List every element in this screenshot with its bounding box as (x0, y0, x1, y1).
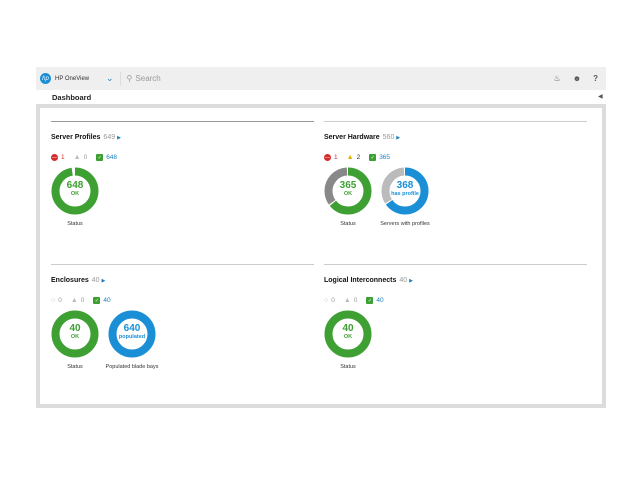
warning-icon: ▲ (70, 297, 78, 304)
donut-sublabel: OK (70, 334, 80, 340)
page-title: Dashboard (52, 93, 92, 102)
ok-check-icon: ✓ (369, 154, 377, 161)
status-warning[interactable]: ▲ 0 (343, 297, 358, 304)
donut-segment (51, 310, 99, 358)
panel-title[interactable]: Logical Interconnects (324, 277, 397, 284)
donut-value: 368 (396, 180, 414, 191)
panel-logical-interconnects: Logical Interconnects 40 ▶ ○ 0 ▲ 0 ✓ 40 40 OK… (324, 264, 587, 394)
user-icon[interactable]: ☻ (572, 74, 582, 83)
panel-count-link[interactable]: 560 ▶ (382, 134, 401, 141)
status-warning[interactable]: ▲ 2 (346, 154, 361, 161)
status-warning[interactable]: ▲ 0 (70, 297, 85, 304)
donut-value: 640 (123, 323, 141, 334)
status-error[interactable]: —1 (324, 154, 338, 161)
donut-segment (324, 167, 372, 215)
panel-server-profiles: Server Profiles 649 ▶ —1 ▲ 0 ✓ 648 648 OK St… (51, 121, 314, 251)
donut-chart[interactable]: 648 OK Status (51, 167, 99, 227)
hp-logo[interactable]: hp (40, 73, 51, 84)
panel-title[interactable]: Enclosures (51, 277, 89, 284)
donut-chart[interactable]: 640 populated Populated blade bays (105, 310, 159, 370)
arrow-right-icon: ▶ (409, 278, 413, 284)
arrow-right-icon: ▶ (101, 278, 106, 284)
error-icon: — (324, 154, 331, 161)
donut-sublabel: OK (343, 191, 353, 197)
donut-segment (51, 167, 99, 215)
panel-count-link[interactable]: 40 ▶ (399, 277, 413, 284)
disabled-circle-icon: ○ (324, 297, 329, 304)
donut-caption: Status (67, 221, 83, 227)
warning-icon: ▲ (73, 154, 81, 161)
donut-segment (381, 167, 429, 215)
donut-segment (108, 310, 156, 358)
panel-divider (324, 121, 587, 122)
donut-value: 40 (69, 323, 81, 334)
divider (119, 71, 121, 86)
status-error[interactable]: ○ 0 (324, 297, 335, 304)
status-error[interactable]: ○ 0 (51, 297, 62, 304)
donut-chart[interactable]: 40 OK Status (324, 310, 372, 370)
panel-title[interactable]: Server Hardware (324, 134, 380, 141)
donut-segment (324, 310, 372, 358)
status-summary: ○ 0 ▲ 0 ✓ 40 (51, 297, 314, 304)
panel-server-hardware: Server Hardware 560 ▶ —1 ▲ 2 ✓ 365 365 OK St… (324, 121, 587, 251)
donut-caption: Populated blade bays (105, 364, 159, 370)
donut-sublabel: has profile (391, 191, 419, 197)
disabled-circle-icon: ○ (51, 297, 56, 304)
status-ok[interactable]: ✓ 648 (96, 154, 118, 161)
status-warning[interactable]: ▲ 0 (73, 154, 88, 161)
status-error[interactable]: —1 (51, 154, 65, 161)
collapse-icon[interactable]: ◀ (598, 94, 603, 100)
donut-caption: Status (67, 364, 83, 370)
search-input[interactable]: ⚲ Search (127, 74, 554, 83)
donut-value: 40 (342, 323, 354, 334)
status-ok[interactable]: ✓ 40 (93, 297, 111, 304)
donut-sublabel: OK (343, 334, 353, 340)
donut-sublabel: populated (118, 334, 146, 340)
donut-chart[interactable]: 40 OK Status (51, 310, 99, 370)
status-ok[interactable]: ✓ 40 (366, 297, 384, 304)
donut-segment (324, 167, 372, 215)
donut-caption: Status (340, 221, 356, 227)
error-icon: — (51, 154, 58, 161)
ok-check-icon: ✓ (366, 297, 374, 304)
status-ok[interactable]: ✓ 365 (369, 154, 391, 161)
panel-count-link[interactable]: 40 ▶ (91, 277, 106, 284)
search-icon: ⚲ (126, 74, 133, 83)
panel-divider (324, 264, 587, 265)
search-placeholder: Search (135, 74, 161, 83)
warning-icon: ▲ (343, 297, 351, 304)
donut-chart[interactable]: 365 OK Status (324, 167, 372, 227)
arrow-right-icon: ▶ (396, 135, 401, 141)
app-name[interactable]: HP OneView (55, 75, 90, 82)
donut-caption: Servers with profiles (380, 221, 430, 227)
donut-segment (381, 167, 429, 215)
donut-sublabel: OK (70, 191, 80, 197)
panel-divider (51, 264, 314, 265)
chevron-down-icon[interactable]: ⌄ (106, 73, 114, 83)
panel-enclosures: Enclosures 40 ▶ ○ 0 ▲ 0 ✓ 40 40 OK Status 640… (51, 264, 314, 394)
top-bar: hp HP OneView ⌄ ⚲ Search ♨ ☻ ? (36, 67, 606, 90)
warning-icon: ▲ (346, 154, 354, 161)
bell-icon[interactable]: ♨ (553, 74, 561, 83)
status-summary: ○ 0 ▲ 0 ✓ 40 (324, 297, 587, 304)
donut-chart[interactable]: 368 has profile Servers with profiles (380, 167, 430, 227)
arrow-right-icon: ▶ (117, 135, 121, 141)
status-summary: —1 ▲ 2 ✓ 365 (324, 154, 587, 161)
help-icon[interactable]: ? (593, 74, 598, 83)
panel-divider (51, 121, 314, 122)
donut-caption: Status (340, 364, 356, 370)
ok-check-icon: ✓ (96, 154, 104, 161)
panel-title[interactable]: Server Profiles (51, 134, 101, 141)
donut-value: 365 (339, 180, 357, 191)
ok-check-icon: ✓ (93, 297, 101, 304)
donut-value: 648 (66, 180, 84, 191)
status-summary: —1 ▲ 0 ✓ 648 (51, 154, 314, 161)
panel-count-link[interactable]: 649 ▶ (103, 134, 121, 141)
